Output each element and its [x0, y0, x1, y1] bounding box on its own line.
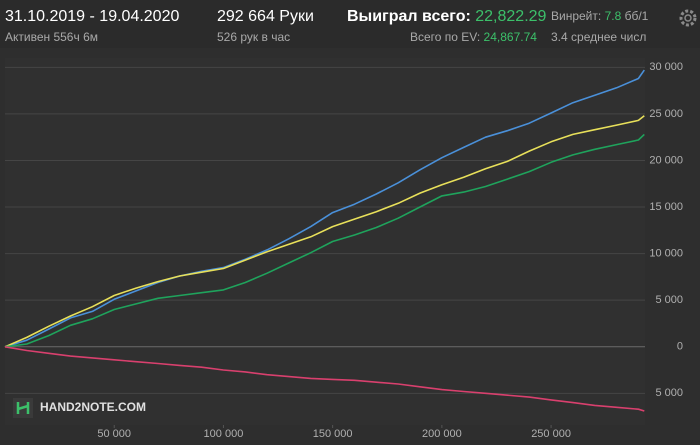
ev-total: Всего по EV: 24,867.74: [410, 30, 537, 44]
winrate-label: Винрейт:: [551, 9, 602, 23]
watermark: HAND2NOTE.COM: [40, 400, 146, 414]
logo-mark: [16, 402, 30, 414]
x-tick-label: 100 000: [204, 428, 244, 440]
y-tick-label: 15 000: [649, 201, 683, 213]
hands-per-hour: 526 рук в час: [217, 30, 291, 44]
active-time: Активен 556ч 6м: [5, 30, 98, 44]
y-tick-label: 30 000: [649, 61, 683, 73]
header: 31.10.2019 - 19.04.2020 Активен 556ч 6м …: [0, 0, 700, 48]
x-tick-label: 50 000: [97, 428, 131, 440]
ev-value: 24,867.74: [483, 30, 537, 44]
won-total: Выиграл всего: 22,822.29: [347, 8, 546, 26]
won-value: 22,822.29: [475, 8, 547, 25]
won-label: Выиграл всего:: [347, 8, 471, 25]
settings-icon[interactable]: [676, 6, 700, 30]
hands: 292 664 Руки: [217, 8, 314, 25]
winrate: Винрейт: 7.8 бб/1: [551, 9, 648, 23]
x-tick-label: 250 000: [531, 428, 571, 440]
date-range: 31.10.2019 - 19.04.2020: [5, 8, 180, 25]
y-tick-label: 10 000: [649, 248, 683, 260]
winrate-value: 7.8: [604, 9, 622, 23]
winrate-unit: бб/1: [624, 9, 649, 23]
avg: 3.4 среднее числ: [551, 30, 647, 44]
y-tick-label: 25 000: [649, 108, 683, 120]
plot-background: [5, 58, 645, 425]
series-line: [4, 133, 645, 348]
series-line: [4, 115, 645, 348]
y-tick-label: 0: [677, 341, 683, 353]
ev-label: Всего по EV:: [410, 30, 481, 44]
y-tick-label: 5 000: [655, 387, 683, 399]
y-tick-label: 20 000: [649, 154, 683, 166]
x-tick-label: 200 000: [422, 428, 462, 440]
series-line: [4, 346, 645, 412]
x-tick-label: 150 000: [313, 428, 353, 440]
series-line: [4, 69, 645, 348]
y-tick-label: 5 000: [655, 294, 683, 306]
